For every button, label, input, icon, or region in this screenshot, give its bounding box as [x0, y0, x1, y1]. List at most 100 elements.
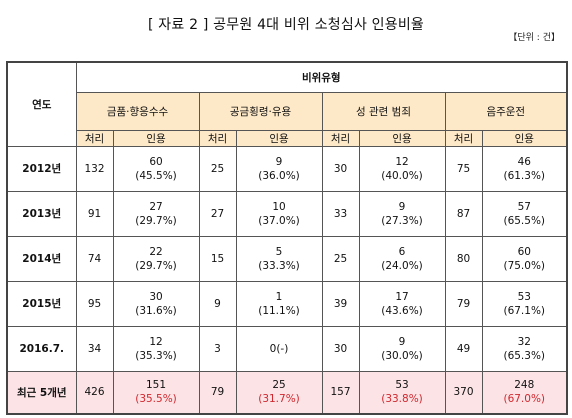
- accepted-count: 27: [149, 200, 163, 213]
- processed-cell: 80: [444, 235, 483, 282]
- accepted-cell: 32 (65.3%): [481, 325, 568, 372]
- accepted-count: 32: [517, 335, 531, 348]
- accepted-rate: (35.5%): [135, 393, 177, 405]
- processed-cell: 30: [321, 145, 360, 192]
- processed-cell: 79: [198, 370, 237, 414]
- category-header: 성 관련 범죄: [321, 91, 446, 131]
- accepted-cell: 53 (33.8%): [358, 370, 446, 414]
- processed-cell: 87: [444, 190, 483, 237]
- accepted-rate: (61.3%): [503, 169, 546, 182]
- accepted-cell: 248 (67.0%): [481, 370, 568, 414]
- summary-row: 최근 5개년 426 151 (35.5%) 79 25 (31.7%) 157 53 (33.8…: [6, 370, 568, 414]
- accepted-cell: 10 (37.0%): [235, 190, 323, 237]
- accepted-count: 9: [275, 155, 283, 168]
- sub-header-accepted: 인용: [481, 129, 568, 147]
- sub-header-accepted: 인용: [358, 129, 446, 147]
- accepted-cell: 12 (40.0%): [358, 145, 446, 192]
- sub-header-processed: 처리: [198, 129, 237, 147]
- accepted-rate: (30.0%): [381, 349, 423, 362]
- accepted-count: 6: [398, 245, 406, 258]
- processed-cell: 25: [321, 235, 360, 282]
- processed-cell: 132: [75, 145, 114, 192]
- processed-cell: 157: [321, 370, 360, 414]
- accepted-rate: (37.0%): [258, 214, 300, 227]
- accepted-count: 12: [149, 335, 163, 348]
- accepted-cell: 12 (35.3%): [112, 325, 200, 372]
- accepted-count: 53: [517, 290, 531, 303]
- accepted-cell: 9 (30.0%): [358, 325, 446, 372]
- processed-cell: 39: [321, 280, 360, 327]
- table-row: 2016.7. 34 12 (35.3%) 3 0(-) 30 9 (30.0%) 49 32 (65…: [6, 325, 568, 372]
- year-cell: 2016.7.: [6, 325, 77, 372]
- accepted-count: 17: [395, 290, 409, 303]
- accepted-cell: 46 (61.3%): [481, 145, 568, 192]
- accepted-rate: (29.7%): [135, 259, 177, 272]
- sub-header-accepted: 인용: [112, 129, 200, 147]
- year-cell: 2015년: [6, 280, 77, 327]
- table-row: 2014년 74 22 (29.7%) 15 5 (33.3%) 25 6 (24.0%) 80 60…: [6, 235, 568, 282]
- processed-cell: 49: [444, 325, 483, 372]
- accepted-rate: (45.5%): [135, 169, 177, 182]
- year-header: 연도: [6, 61, 77, 147]
- category-header: 금품·향응수수: [75, 91, 200, 131]
- accepted-cell: 5 (33.3%): [235, 235, 323, 282]
- accepted-count: 9: [398, 335, 406, 348]
- accepted-cell: 25 (31.7%): [235, 370, 323, 414]
- accepted-count: 1: [275, 290, 283, 303]
- accepted-rate: (75.0%): [503, 259, 546, 272]
- accepted-cell: 57 (65.5%): [481, 190, 568, 237]
- accepted-count: 12: [395, 155, 409, 168]
- processed-cell: 3: [198, 325, 237, 372]
- processed-cell: 91: [75, 190, 114, 237]
- accepted-rate: (67.0%): [503, 393, 546, 405]
- accepted-count: 53: [395, 379, 409, 391]
- accepted-count: 57: [517, 200, 531, 213]
- accepted-count: 30: [149, 290, 163, 303]
- page-title: [ 자료 2 ] 공무원 4대 비위 소청심사 인용비율: [147, 17, 425, 33]
- accepted-rate: (31.6%): [135, 304, 177, 317]
- processed-cell: 15: [198, 235, 237, 282]
- accepted-count: 22: [149, 245, 163, 258]
- accepted-rate: (33.8%): [381, 393, 423, 405]
- accepted-count: 60: [517, 245, 531, 258]
- accepted-rate: (11.1%): [258, 304, 300, 317]
- table-row: 2012년 132 60 (45.5%) 25 9 (36.0%) 30 12 (40.0%) 75…: [6, 145, 568, 192]
- processed-cell: 75: [444, 145, 483, 192]
- accepted-count: 248: [514, 379, 535, 391]
- accepted-cell: 6 (24.0%): [358, 235, 446, 282]
- processed-cell: 25: [198, 145, 237, 192]
- header-row-top: 연도 비위유형: [6, 61, 568, 147]
- accepted-rate: (31.7%): [258, 393, 300, 405]
- sub-header-processed: 처리: [321, 129, 360, 147]
- processed-cell: 9: [198, 280, 237, 327]
- processed-cell: 370: [444, 370, 483, 414]
- accepted-rate: (24.0%): [381, 259, 423, 272]
- accepted-cell: 9 (27.3%): [358, 190, 446, 237]
- accepted-rate: (33.3%): [258, 259, 300, 272]
- accepted-count: 25: [272, 379, 286, 391]
- accepted-cell: 27 (29.7%): [112, 190, 200, 237]
- table-row: 2013년 91 27 (29.7%) 27 10 (37.0%) 33 9 (27.3%) 87 5…: [6, 190, 568, 237]
- accepted-rate: (29.7%): [135, 214, 177, 227]
- data-table: 연도 비위유형 금품·향응수수 공금횡령·유용 성 관련 범죄 음주운전 처리 …: [6, 61, 569, 415]
- accepted-rate: (67.1%): [503, 304, 546, 317]
- accepted-count: 46: [517, 155, 531, 168]
- accepted-rate: (43.6%): [381, 304, 423, 317]
- accepted-rate: (65.5%): [503, 214, 546, 227]
- accepted-cell: 60 (75.0%): [481, 235, 568, 282]
- unit-label: 【단위 : 건】: [508, 33, 560, 43]
- accepted-rate: (36.0%): [258, 169, 300, 182]
- year-cell: 최근 5개년: [6, 370, 77, 414]
- processed-cell: 34: [75, 325, 114, 372]
- processed-cell: 426: [75, 370, 114, 414]
- accepted-cell: 22 (29.7%): [112, 235, 200, 282]
- group-header: 비위유형: [75, 61, 568, 93]
- category-header: 음주운전: [444, 91, 568, 131]
- accepted-cell: 17 (43.6%): [358, 280, 446, 327]
- processed-cell: 95: [75, 280, 114, 327]
- accepted-count: 5: [275, 245, 283, 258]
- processed-cell: 33: [321, 190, 360, 237]
- processed-cell: 30: [321, 325, 360, 372]
- accepted-cell: 30 (31.6%): [112, 280, 200, 327]
- accepted-count: 0(-): [269, 342, 289, 355]
